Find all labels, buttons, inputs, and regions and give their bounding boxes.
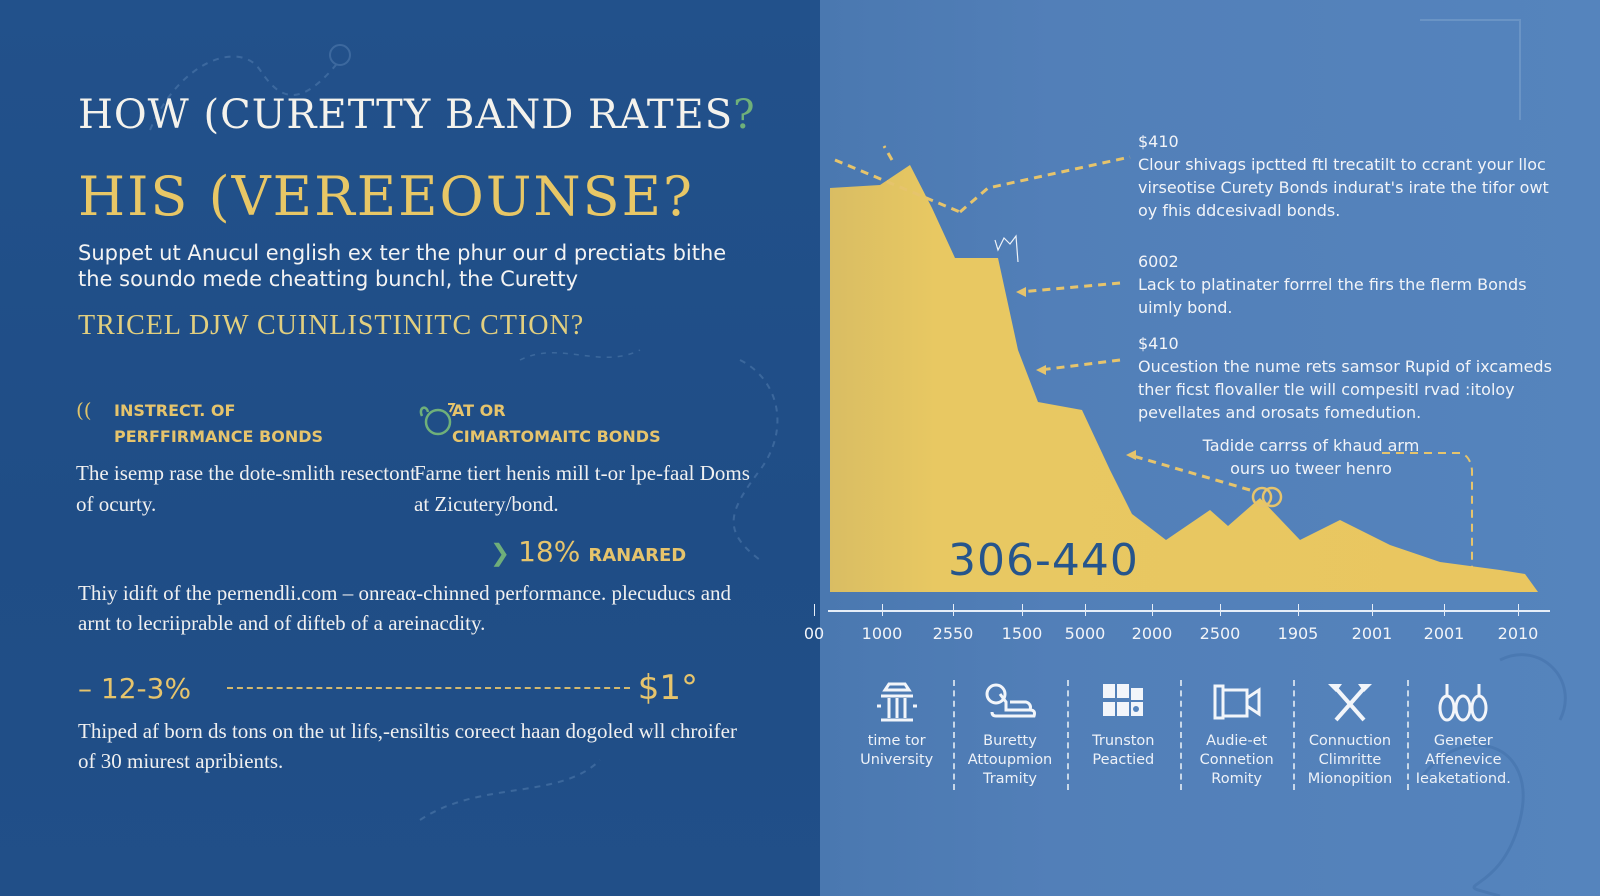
- callout-2: 6002 Lack to platinater forrrel the firs…: [1138, 250, 1558, 319]
- range-indicator: – 12-3% $1°: [78, 668, 698, 708]
- icon-item-trunston: Trunston Peactied: [1066, 680, 1180, 800]
- x-axis-tick-label: 2010: [1497, 624, 1539, 643]
- paragraph-1: Thiy idift of the pernendli.com – onreaα…: [78, 581, 732, 635]
- icon-label: Connuction Climritte Mionopition: [1307, 733, 1393, 787]
- icon-item-geneter: Geneter Affenevice Ieaketationd.: [1406, 680, 1520, 800]
- feature-title: PERFFIRMANCE BONDS: [114, 427, 324, 446]
- callout-text: Tadide carrss of khaud arm ours uo tweer…: [1202, 436, 1420, 478]
- feature-description: Farne tiert henis mill t-or lpe-faal Dom…: [414, 461, 750, 516]
- x-axis-tick-label: 1500: [1001, 624, 1043, 643]
- title-line-1: HOW (CURETTY BAND RATES: [78, 92, 734, 138]
- icon-label: Trunston Peactied: [1092, 733, 1155, 768]
- feature-title: INSTRECT. OF: [114, 401, 236, 420]
- icon-item-surety: Buretty Attoupmion Tramity: [953, 680, 1066, 800]
- figures-icon: [1438, 684, 1488, 722]
- x-axis-tick: [953, 604, 954, 616]
- x-axis-tick-label: 1000: [861, 624, 903, 643]
- range-divider: [227, 687, 630, 689]
- area-series: [830, 165, 1538, 592]
- stat-value: 18%: [518, 535, 581, 568]
- stat-badge: ❯ 18% RANARED: [490, 535, 686, 568]
- range-end: $1°: [637, 668, 698, 708]
- paragraph-2: Thiped af born ds tons on the ut lifs,-e…: [78, 719, 737, 773]
- x-axis-tick: [1220, 604, 1221, 616]
- page-title-secondary: HIS (VEREEOUNSE?: [78, 165, 694, 228]
- x-axis-tick-label: 2001: [1351, 624, 1393, 643]
- x-axis-tick: [1152, 604, 1153, 616]
- icon-item-university: time tor University: [840, 680, 953, 800]
- subheading: TRICEL DJW CUINLISTINITC CTION?: [78, 310, 585, 341]
- x-axis-tick: [1022, 604, 1023, 616]
- x-axis-tick: [1372, 604, 1373, 616]
- page-title: HOW (CURETTY BAND RATES?: [78, 92, 756, 138]
- x-axis-tick-label: 2000: [1131, 624, 1173, 643]
- x-axis-tick-label: 2500: [1199, 624, 1241, 643]
- left-panel: HOW (CURETTY BAND RATES? HIS (VEREEOUNSE…: [0, 0, 820, 896]
- x-axis-tick: [1085, 604, 1086, 616]
- swirl-icon: ((: [76, 398, 92, 422]
- icon-item-audio: Audie-et Connetion Romity: [1179, 680, 1293, 800]
- icon-label: time tor University: [860, 733, 934, 768]
- x-axis-tick: [882, 604, 883, 616]
- x-axis-tick-label: 2550: [932, 624, 974, 643]
- ring-leaf-icon: [414, 398, 456, 450]
- callout-text: Oucestion the nume rets samsor Rupid of …: [1138, 357, 1552, 422]
- callout-value: 6002: [1138, 252, 1179, 271]
- feature-performance-bonds: (( INSTRECT. OF PERFFIRMANCE BONDS The i…: [76, 398, 416, 520]
- x-axis-tick: [1518, 604, 1519, 616]
- callout-3: $410 Oucestion the nume rets samsor Rupi…: [1138, 332, 1568, 424]
- x-axis-tick-label: 2001: [1423, 624, 1465, 643]
- callout-value: $410: [1138, 132, 1179, 151]
- leaf-icon: ❯: [490, 540, 511, 567]
- icon-row: time tor University Buretty Attoupmion T…: [840, 680, 1520, 800]
- handshake-icon: [985, 683, 1036, 718]
- callout-4: Tadide carrss of khaud arm ours uo tweer…: [1196, 434, 1426, 480]
- x-axis-tick: [1298, 604, 1299, 616]
- camera-icon: [1213, 684, 1261, 720]
- building-icon: [876, 682, 917, 722]
- crossed-tools-icon: [1327, 684, 1372, 722]
- callout-text: Clour shivags ipctted ftl trecatilt to c…: [1138, 155, 1549, 220]
- stat-label: RANARED: [588, 545, 687, 566]
- icon-label: Buretty Attoupmion Tramity: [967, 733, 1053, 787]
- icon-label: Audie-et Connetion Romity: [1199, 733, 1274, 787]
- subtitle: Suppet ut Anucul english ex ter the phur…: [78, 241, 727, 291]
- callout-value: $410: [1138, 334, 1179, 353]
- feature-automatic-bonds: AT OR CIMARTOMAITC BONDS Farne tiert hen…: [414, 398, 754, 520]
- x-axis-tick-label: 1905: [1277, 624, 1319, 643]
- feature-description: The isemp rase the dote-smlith resectont…: [76, 461, 416, 516]
- feature-title: CIMARTOMAITC BONDS: [452, 427, 661, 446]
- icon-label: Geneter Affenevice Ieaketationd.: [1415, 733, 1511, 787]
- x-axis-tick-label: 00: [803, 624, 825, 643]
- range-start: – 12-3%: [78, 671, 192, 705]
- x-axis: [828, 610, 1550, 612]
- grid-icon: [1103, 684, 1144, 716]
- callout-text: Lack to platinater forrrel the firs the …: [1138, 275, 1527, 317]
- chart-annotation-big-number: 306-440: [948, 535, 1139, 586]
- x-axis-tick: [1444, 604, 1445, 616]
- area-chart: [830, 145, 1538, 592]
- icon-item-connuction: Connuction Climritte Mionopition: [1293, 680, 1406, 800]
- callout-1: $410 Clour shivags ipctted ftl trecatilt…: [1138, 130, 1558, 222]
- x-axis-tick-label: 5000: [1064, 624, 1106, 643]
- x-axis-tick: [814, 604, 815, 616]
- feature-title: AT OR: [452, 401, 506, 420]
- title-question-mark: ?: [733, 92, 756, 138]
